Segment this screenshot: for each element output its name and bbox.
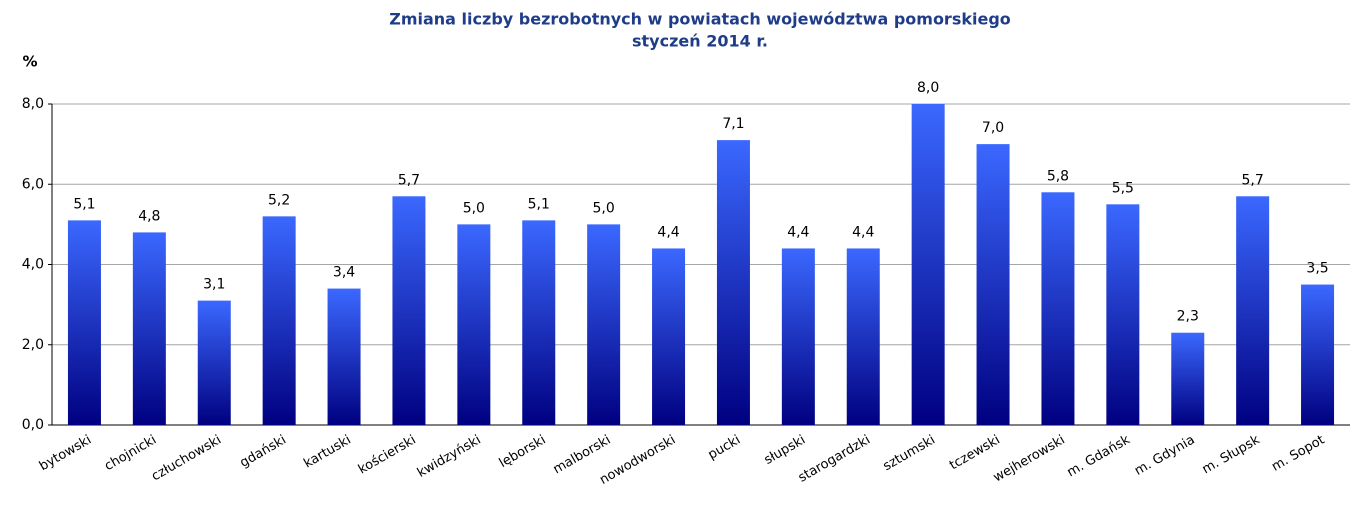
- x-tick-label: słupski: [762, 433, 808, 468]
- bar: [1041, 192, 1075, 425]
- x-tick-label: lęborski: [497, 433, 549, 472]
- x-tick-label: m. Słupsk: [1200, 432, 1263, 477]
- x-tick-label: chojnicki: [102, 433, 159, 475]
- x-tick-label: m. Gdańsk: [1065, 432, 1133, 480]
- value-label: 5,5: [1112, 180, 1134, 196]
- y-tick-label: 6,0: [22, 176, 44, 192]
- x-tick-label: pucki: [706, 433, 744, 463]
- value-label: 7,1: [722, 116, 744, 132]
- x-tick-label: kartuski: [301, 433, 353, 472]
- bar: [67, 220, 101, 425]
- bar: [1236, 196, 1270, 425]
- value-label: 5,7: [1242, 172, 1264, 188]
- value-label: 3,5: [1306, 261, 1328, 277]
- value-label: 5,7: [398, 172, 420, 188]
- value-label: 5,8: [1047, 168, 1069, 184]
- x-tick-label: sztumski: [881, 433, 938, 475]
- value-label: 5,0: [463, 200, 485, 216]
- x-tick-label: m. Gdynia: [1132, 433, 1197, 479]
- value-label: 5,0: [593, 200, 615, 216]
- bar: [1301, 284, 1335, 425]
- chart-title: Zmiana liczby bezrobotnych w powiatach w…: [389, 10, 1011, 29]
- x-tick-label: wejherowski: [991, 433, 1068, 486]
- bar: [911, 104, 945, 425]
- value-label: 3,1: [203, 277, 225, 293]
- chart-subtitle: styczeń 2014 r.: [632, 32, 768, 51]
- value-label: 7,0: [982, 120, 1004, 136]
- bar: [262, 216, 296, 425]
- y-axis-label: %: [22, 53, 37, 71]
- x-tick-label: tczewski: [947, 433, 1003, 474]
- value-label: 5,1: [528, 196, 550, 212]
- bar: [1171, 332, 1205, 425]
- bar: [652, 248, 686, 425]
- value-label: 8,0: [917, 80, 939, 96]
- bar: [976, 144, 1010, 425]
- bar: [1106, 204, 1140, 425]
- bar: [457, 224, 491, 425]
- bar: [846, 248, 880, 425]
- bar: [197, 300, 231, 425]
- value-label: 4,4: [787, 224, 809, 240]
- x-tick-label: gdański: [238, 433, 289, 471]
- value-label: 5,1: [73, 196, 95, 212]
- bar: [132, 232, 166, 425]
- y-tick-label: 4,0: [22, 257, 44, 273]
- x-tick-label: starogardzki: [796, 433, 873, 486]
- value-label: 4,4: [657, 224, 679, 240]
- x-tick-label: m. Sopot: [1269, 433, 1327, 475]
- bar: [587, 224, 621, 425]
- x-tick-label: kwidzyński: [415, 433, 484, 481]
- y-tick-label: 8,0: [22, 96, 44, 112]
- bar: [327, 288, 361, 425]
- value-label: 4,8: [138, 208, 160, 224]
- bar: [716, 140, 750, 426]
- value-label: 5,2: [268, 192, 290, 208]
- y-tick-label: 2,0: [22, 337, 44, 353]
- x-tick-label: kościerski: [356, 433, 419, 478]
- bar: [392, 196, 426, 425]
- value-label: 2,3: [1177, 309, 1199, 325]
- y-tick-label: 0,0: [22, 417, 44, 433]
- x-tick-label: bytowski: [37, 433, 94, 475]
- value-label: 3,4: [333, 265, 355, 281]
- bar: [781, 248, 815, 425]
- value-label: 4,4: [852, 224, 874, 240]
- bar: [522, 220, 556, 425]
- x-tick-label: człuchowski: [149, 433, 224, 485]
